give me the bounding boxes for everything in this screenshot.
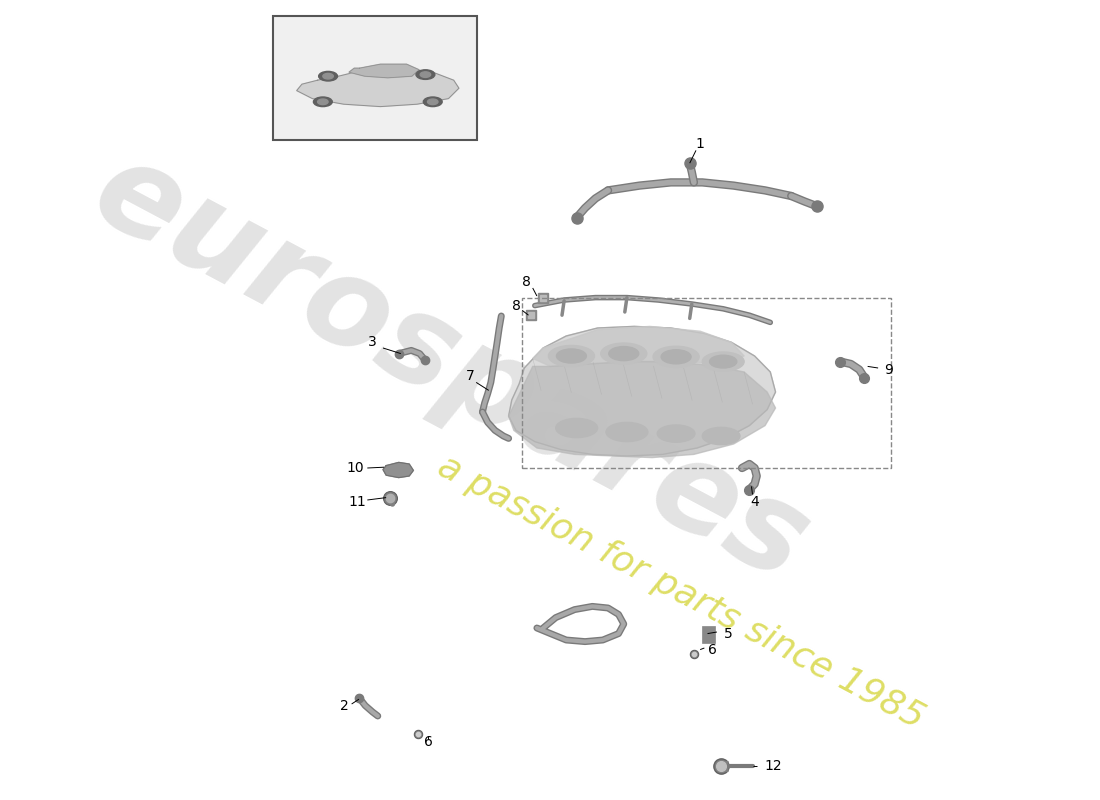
- Ellipse shape: [322, 74, 333, 79]
- Text: 11: 11: [348, 495, 365, 510]
- Ellipse shape: [710, 355, 737, 368]
- Ellipse shape: [556, 418, 597, 438]
- Text: 6: 6: [708, 642, 717, 657]
- Text: 12: 12: [764, 759, 782, 774]
- Bar: [522, 298, 891, 468]
- Text: 7: 7: [465, 369, 474, 383]
- Ellipse shape: [606, 422, 648, 442]
- Ellipse shape: [557, 349, 586, 363]
- Polygon shape: [532, 326, 744, 366]
- Ellipse shape: [424, 97, 442, 106]
- Ellipse shape: [319, 71, 338, 81]
- Text: eurospares: eurospares: [74, 129, 828, 607]
- Polygon shape: [349, 64, 419, 78]
- Ellipse shape: [601, 343, 647, 364]
- Text: 8: 8: [522, 274, 531, 289]
- Text: 9: 9: [884, 362, 893, 377]
- Ellipse shape: [702, 427, 740, 445]
- Ellipse shape: [428, 99, 438, 105]
- Ellipse shape: [314, 97, 332, 106]
- Text: 10: 10: [346, 461, 364, 475]
- FancyBboxPatch shape: [273, 16, 477, 140]
- Ellipse shape: [661, 350, 691, 364]
- Text: 6: 6: [424, 735, 432, 750]
- Ellipse shape: [658, 425, 695, 442]
- Ellipse shape: [420, 72, 431, 78]
- Text: 5: 5: [724, 626, 733, 641]
- Polygon shape: [508, 326, 776, 456]
- Ellipse shape: [608, 346, 639, 361]
- Polygon shape: [297, 68, 459, 106]
- Polygon shape: [383, 462, 414, 478]
- Ellipse shape: [702, 352, 744, 371]
- Ellipse shape: [416, 70, 434, 79]
- Text: 1: 1: [695, 137, 705, 151]
- Polygon shape: [508, 362, 776, 458]
- Text: 3: 3: [368, 335, 377, 350]
- Text: 8: 8: [512, 298, 520, 313]
- Ellipse shape: [549, 346, 594, 366]
- Text: a passion for parts since 1985: a passion for parts since 1985: [432, 449, 931, 735]
- Ellipse shape: [653, 346, 700, 367]
- Text: 2: 2: [340, 698, 349, 713]
- Ellipse shape: [318, 99, 328, 105]
- Text: 4: 4: [750, 495, 759, 510]
- Bar: [702, 626, 715, 643]
